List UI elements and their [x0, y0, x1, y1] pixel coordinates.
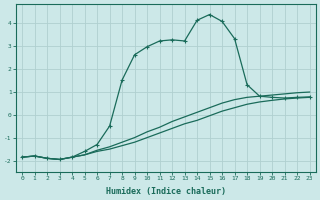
X-axis label: Humidex (Indice chaleur): Humidex (Indice chaleur) [106, 187, 226, 196]
